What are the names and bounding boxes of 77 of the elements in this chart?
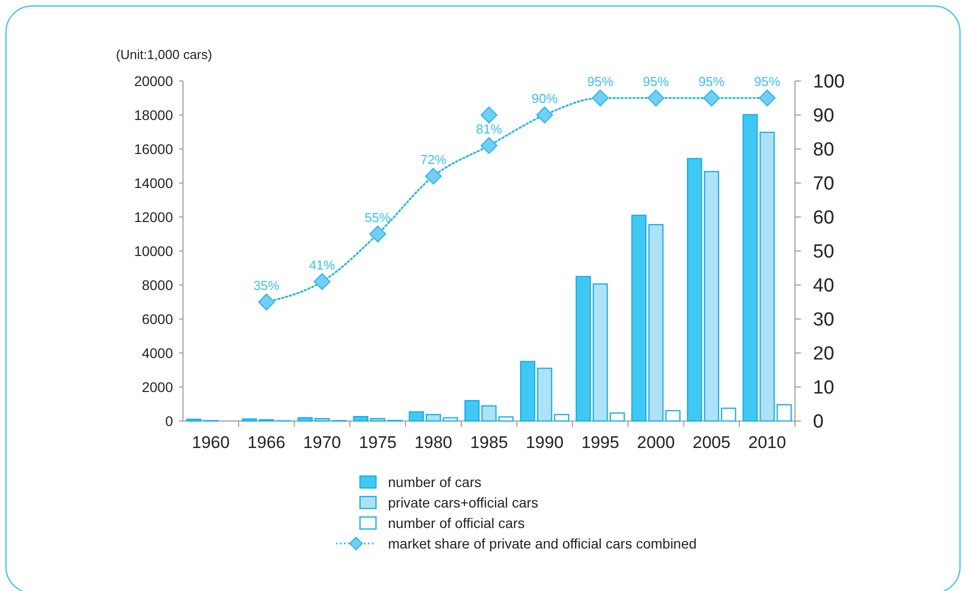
y2-tick-label: 10 [813, 378, 834, 399]
point [425, 168, 442, 185]
y2-tick-label: 20 [813, 344, 834, 365]
bar [426, 414, 441, 422]
point [314, 273, 330, 290]
data-label: 55% [364, 210, 392, 225]
point [703, 90, 720, 106]
bar [442, 417, 458, 422]
legend-label: number of official cars [388, 514, 525, 531]
data-label: 95% [587, 74, 614, 89]
legend-label: private cars+official cars [388, 494, 538, 510]
bar [554, 414, 570, 422]
legend-label: market share of private and official cars combined [388, 535, 697, 552]
x-tick-label: 1990 [526, 433, 564, 452]
x-tick-label: 2010 [748, 433, 786, 452]
bar [704, 171, 720, 422]
y2-tick-label: 80 [813, 140, 834, 161]
y2-tick-label: 40 [813, 276, 834, 297]
y-tick-label: 8000 [142, 276, 174, 293]
bar [464, 400, 480, 422]
y2-tick-label: 70 [813, 174, 834, 195]
x-tick-label: 1960 [192, 433, 230, 452]
legend-label: number of cars [388, 474, 482, 490]
x-tick-label: 1985 [470, 433, 508, 452]
bar [498, 416, 514, 422]
point [480, 137, 498, 154]
x-tick-label: 1980 [414, 433, 452, 452]
x-tick-label: 1966 [248, 433, 286, 452]
bar [314, 418, 330, 422]
data-label: 35% [253, 278, 280, 293]
bar [665, 410, 681, 422]
point [758, 90, 776, 106]
data-label: 90% [532, 91, 558, 106]
bar [520, 360, 536, 422]
bar [720, 408, 736, 422]
y-tick-label: 18000 [134, 106, 174, 123]
data-label: 41% [309, 258, 336, 273]
bar [686, 158, 702, 422]
bar [648, 224, 664, 422]
y-tick-label: 2000 [142, 378, 174, 395]
y-tick-label: 16000 [134, 140, 174, 157]
data-label: 95% [642, 74, 670, 89]
y-axis-title: (Unit:1,000 cars) [116, 47, 212, 62]
data-label: 81% [476, 122, 502, 137]
x-tick-label: 1975 [358, 433, 397, 452]
point [592, 90, 609, 106]
y-tick-label: 12000 [134, 208, 174, 225]
x-tick-label: 2005 [692, 433, 730, 452]
y2-tick-label: 60 [813, 208, 834, 229]
y-tick-label: 20000 [134, 72, 174, 89]
y2-tick-label: 30 [813, 310, 834, 331]
point [258, 294, 275, 310]
y-tick-label: 4000 [142, 344, 174, 361]
y2-tick-label: 100 [813, 72, 845, 93]
y2-tick-label: 50 [813, 242, 834, 263]
x-tick-label: 2000 [636, 433, 675, 452]
bar [408, 411, 424, 422]
bar [242, 418, 258, 422]
bar [537, 368, 552, 422]
x-tick-label: 1995 [581, 433, 620, 452]
y-tick-label: 0 [165, 412, 174, 429]
data-label: 95% [754, 74, 781, 89]
bar [631, 214, 647, 422]
data-label: 72% [420, 152, 447, 168]
point [648, 90, 664, 106]
y2-tick-label: 0 [813, 412, 824, 433]
y-tick-label: 10000 [134, 242, 174, 259]
x-tick-label: 1970 [303, 433, 342, 452]
point [480, 106, 498, 124]
data-label: 95% [698, 74, 725, 89]
y-tick-label: 14000 [134, 174, 174, 191]
bar [481, 405, 497, 422]
bar [297, 417, 313, 422]
point [369, 226, 386, 242]
point [536, 106, 553, 124]
y2-tick-label: 90 [813, 106, 834, 127]
y-tick-label: 6000 [142, 310, 174, 327]
